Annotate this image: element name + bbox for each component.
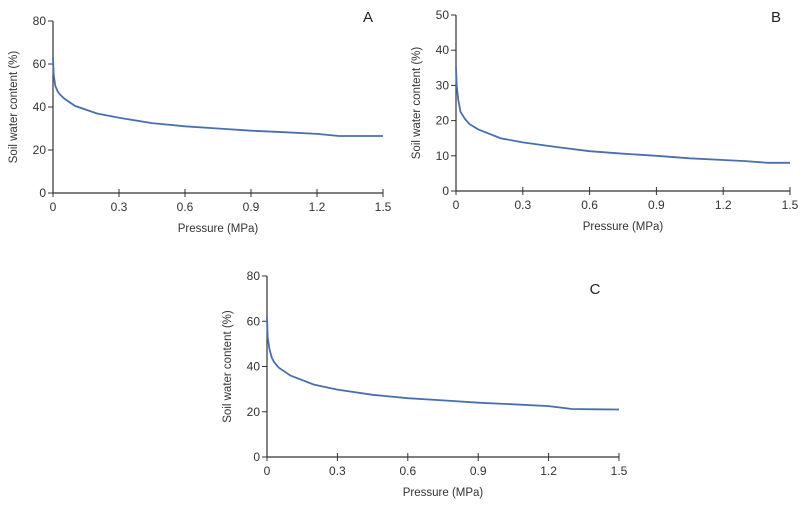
y-axis-label: Soil water content (%) — [222, 310, 234, 423]
y-tick-label: 60 — [247, 314, 261, 328]
x-tick-label: 0 — [264, 464, 271, 478]
y-tick-label: 80 — [247, 269, 261, 283]
x-tick-label: 0.6 — [177, 200, 194, 214]
y-tick-label: 80 — [33, 14, 47, 28]
y-tick-label: 0 — [442, 184, 449, 198]
x-tick-label: 1.5 — [611, 464, 628, 478]
x-tick-label: 0.3 — [111, 200, 128, 214]
y-axis-label: Soil water content (%) — [8, 51, 20, 164]
x-axis-label: Pressure (MPa) — [583, 221, 664, 233]
x-tick-label: 0.9 — [648, 198, 665, 212]
x-tick-label: 0.3 — [514, 198, 531, 212]
x-tick-label: 0.3 — [329, 464, 346, 478]
x-tick-label: 1.5 — [782, 198, 799, 212]
x-tick-label: 0 — [453, 198, 460, 212]
y-tick-label: 50 — [436, 8, 450, 22]
y-tick-label: 20 — [33, 143, 47, 157]
panel-c: 0 0.3 0.6 0.9 1.2 1.5 0 20 40 60 80 Pressure (MPa) S… — [222, 269, 628, 499]
y-axis-label: Soil water content (%) — [411, 47, 423, 160]
x-tick-label: 1.2 — [715, 198, 732, 212]
x-tick-label: 1.5 — [375, 200, 392, 214]
panel-label: A — [363, 9, 373, 26]
panel-a: 0 0.3 0.6 0.9 1.2 1.5 0 20 40 60 80 Pressure (MPa) S… — [8, 9, 392, 235]
x-tick-label: 0.6 — [399, 464, 416, 478]
x-axis-label: Pressure (MPa) — [403, 487, 484, 499]
panel-label: C — [590, 281, 601, 298]
x-tick-label: 0.6 — [581, 198, 598, 212]
y-tick-label: 20 — [436, 114, 450, 128]
y-tick-label: 60 — [33, 57, 47, 71]
y-tick-label: 30 — [436, 78, 450, 92]
y-tick-label: 40 — [436, 43, 450, 57]
panel-b: 0 0.3 0.6 0.9 1.2 1.5 0 10 20 30 40 50 Pressure (MPa… — [411, 8, 799, 233]
x-axis-label: Pressure (MPa) — [178, 223, 259, 235]
x-tick-label: 0.9 — [470, 464, 487, 478]
y-tick-label: 40 — [247, 360, 261, 374]
data-line — [52, 57, 383, 137]
y-tick-label: 20 — [247, 405, 261, 419]
x-tick-label: 1.2 — [540, 464, 557, 478]
x-tick-label: 1.2 — [309, 200, 326, 214]
data-line — [455, 67, 790, 164]
y-tick-label: 10 — [436, 149, 450, 163]
y-tick-label: 0 — [253, 450, 260, 464]
data-line — [266, 316, 620, 411]
x-tick-label: 0.9 — [243, 200, 260, 214]
y-tick-label: 40 — [33, 100, 47, 114]
panel-label: B — [771, 9, 781, 26]
x-tick-label: 0 — [50, 200, 57, 214]
y-tick-label: 0 — [39, 186, 46, 200]
